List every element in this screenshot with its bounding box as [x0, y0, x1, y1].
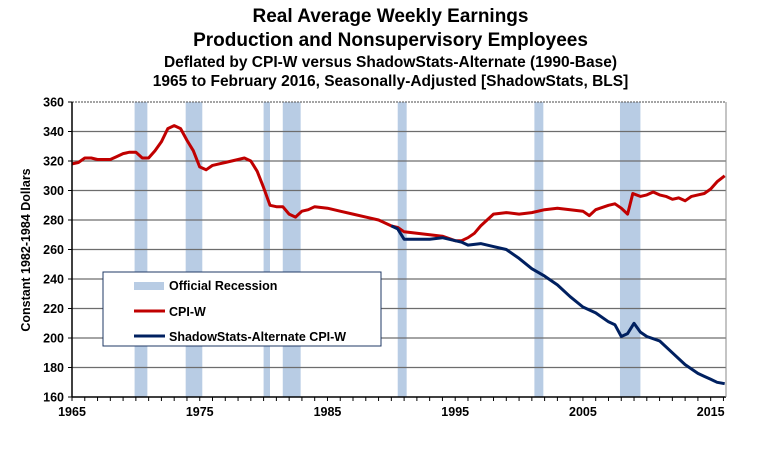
x-tick-label-1975: 1975 [186, 405, 214, 419]
y-tick-label-320: 320 [43, 155, 64, 169]
chart-subtitle-3: 1965 to February 2016, Seasonally-Adjust… [152, 73, 629, 90]
y-tick-label-200: 200 [43, 332, 64, 346]
y-tick-label-340: 340 [43, 125, 64, 139]
axes [68, 101, 727, 401]
chart-title: Real Average Weekly Earnings [252, 6, 529, 27]
legend: Official Recession CPI-W ShadowStats-Alt… [102, 271, 382, 347]
x-tick-label-1965: 1965 [58, 405, 86, 419]
x-tick-label-1985: 1985 [314, 405, 342, 419]
series-line-cpiw [71, 124, 726, 243]
legend-label-cpiw: CPI-W [169, 305, 206, 319]
series-lines [71, 124, 726, 386]
x-tick-label-2015: 2015 [697, 405, 725, 419]
legend-label-shadowstats: ShadowStats-Alternate CPI-W [169, 330, 346, 344]
y-axis-label: Constant 1982-1984 Dollars [19, 168, 33, 331]
legend-swatch-recession [134, 282, 164, 290]
y-tick-label-260: 260 [43, 243, 64, 257]
y-tick-label-180: 180 [43, 361, 64, 375]
x-tick-label-2005: 2005 [569, 405, 597, 419]
series-line-shadowstats [390, 224, 725, 386]
y-tick-label-220: 220 [43, 302, 64, 316]
y-tick-label-300: 300 [43, 184, 64, 198]
y-tick-label-280: 280 [43, 214, 64, 228]
y-tick-labels: 160 180 200 220 240 260 280 300 320 340 360 [43, 96, 64, 405]
chart-subtitle-1: Production and Nonsupervisory Employees [193, 30, 588, 51]
legend-label-recession: Official Recession [169, 279, 277, 293]
y-tick-label-240: 240 [43, 273, 64, 287]
x-tick-labels: 1965 1975 1985 1995 2005 2015 [58, 405, 725, 419]
y-tick-label-360: 360 [43, 96, 64, 110]
y-tick-label-160: 160 [43, 391, 64, 405]
chart-subtitle-2: Deflated by CPI-W versus ShadowStats-Alt… [163, 54, 618, 71]
x-tick-label-1995: 1995 [441, 405, 469, 419]
